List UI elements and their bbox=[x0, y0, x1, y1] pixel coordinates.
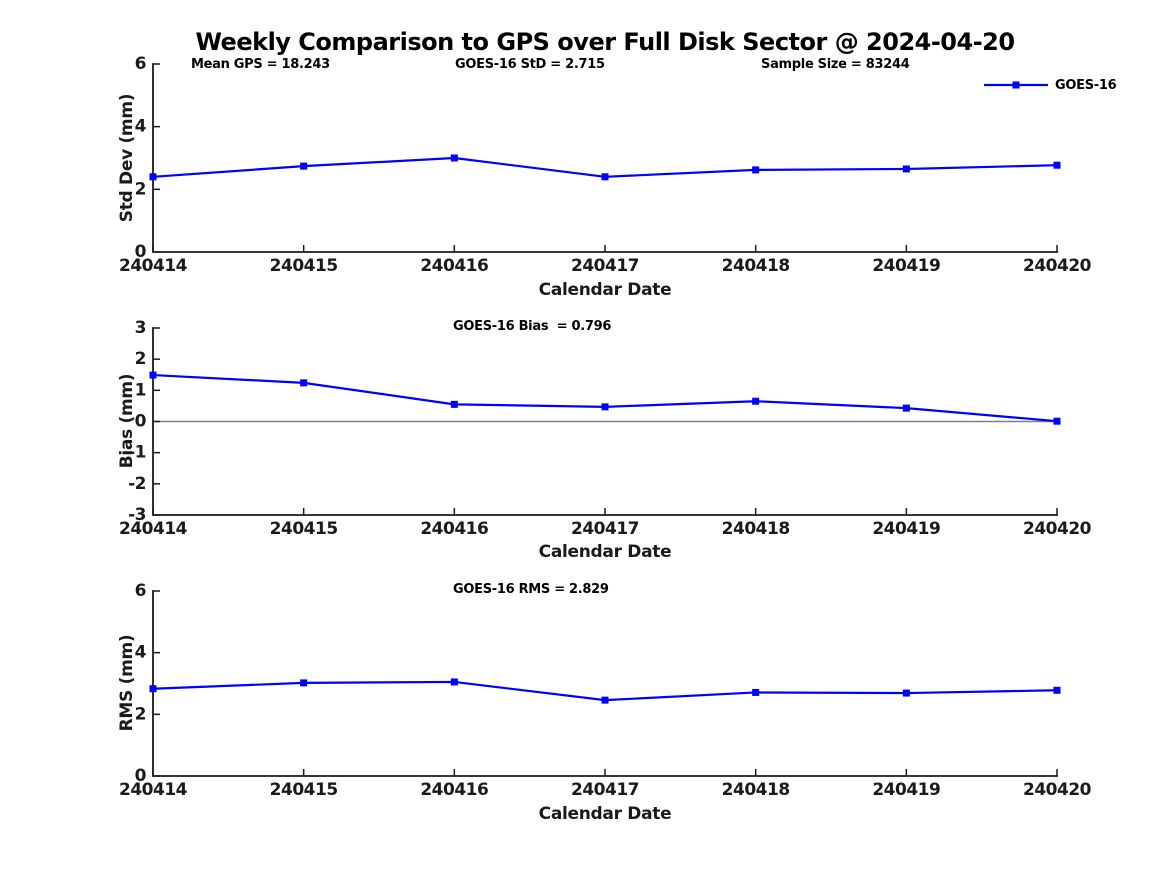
x-tick-label: 240417 bbox=[571, 780, 639, 800]
data-point-marker bbox=[1053, 686, 1061, 694]
annotation-goes16-bias: GOES-16 Bias = 0.796 bbox=[453, 319, 612, 334]
x-tick-label: 240417 bbox=[571, 256, 639, 276]
axis-line bbox=[152, 63, 1058, 253]
y-tick-label: 2 bbox=[135, 704, 146, 724]
annotation-mean-gps: Mean GPS = 18.243 bbox=[191, 57, 330, 72]
y-tick-label: 2 bbox=[135, 179, 146, 199]
y-tick-label: 4 bbox=[135, 643, 147, 663]
y-tick-label: 2 bbox=[135, 349, 146, 369]
data-point-marker bbox=[149, 371, 157, 379]
x-tick-label: 240417 bbox=[571, 519, 639, 539]
data-point-marker bbox=[149, 173, 157, 181]
y-tick-label: 1 bbox=[135, 380, 146, 400]
y-tick-label: 3 bbox=[135, 318, 146, 338]
x-tick-label: 240414 bbox=[119, 780, 188, 800]
data-point-marker bbox=[601, 403, 609, 411]
x-tick-label: 240416 bbox=[420, 256, 488, 276]
x-tick-label: 240420 bbox=[1023, 519, 1092, 539]
chart-title: Weekly Comparison to GPS over Full Disk … bbox=[195, 28, 1015, 56]
data-point-marker bbox=[1053, 417, 1061, 425]
x-tick-label: 240420 bbox=[1023, 256, 1092, 276]
x-tick-label: 240418 bbox=[722, 519, 790, 539]
data-point-marker bbox=[450, 154, 458, 162]
annotation-sample-size: Sample Size = 83244 bbox=[761, 57, 910, 72]
xlabel-std-dev: Calendar Date bbox=[538, 280, 672, 300]
data-line bbox=[152, 373, 1058, 423]
data-point-marker bbox=[300, 162, 308, 170]
x-tick-label: 240419 bbox=[872, 519, 940, 539]
y-tick-label: 0 bbox=[135, 242, 147, 262]
x-tick-label: 240415 bbox=[270, 256, 338, 276]
y-tick-label: 0 bbox=[135, 766, 147, 786]
annotation-goes16-rms: GOES-16 RMS = 2.829 bbox=[453, 582, 609, 597]
y-tick-label: -2 bbox=[128, 474, 146, 494]
x-tick-label: 240414 bbox=[119, 256, 188, 276]
y-tick-label: 6 bbox=[135, 54, 146, 74]
data-point-marker bbox=[902, 404, 910, 412]
data-point-marker bbox=[149, 685, 157, 693]
xlabel-rms: Calendar Date bbox=[538, 804, 672, 824]
legend-line-icon bbox=[984, 81, 1048, 89]
x-tick-label: 240415 bbox=[270, 519, 338, 539]
data-point-marker bbox=[601, 696, 609, 704]
x-tick-label: 240415 bbox=[270, 780, 338, 800]
data-point-marker bbox=[450, 400, 458, 408]
data-point-marker bbox=[752, 688, 760, 696]
y-tick-label: 4 bbox=[135, 117, 147, 137]
x-tick-label: 240418 bbox=[722, 256, 790, 276]
data-point-marker bbox=[300, 679, 308, 687]
x-tick-label: 240416 bbox=[420, 780, 488, 800]
data-point-marker bbox=[752, 397, 760, 405]
legend-label: GOES-16 bbox=[1055, 77, 1117, 93]
data-point-marker bbox=[902, 689, 910, 697]
x-tick-label: 240419 bbox=[872, 256, 940, 276]
legend: GOES-16 bbox=[983, 77, 1117, 93]
xlabel-bias: Calendar Date bbox=[538, 542, 672, 562]
y-tick-label: 6 bbox=[135, 581, 146, 601]
data-point-marker bbox=[1053, 161, 1061, 169]
y-tick-label: -1 bbox=[128, 443, 146, 463]
data-point-marker bbox=[450, 678, 458, 686]
y-tick-label: 0 bbox=[135, 412, 147, 432]
annotation-goes16-std: GOES-16 StD = 2.715 bbox=[455, 57, 605, 72]
data-point-marker bbox=[601, 173, 609, 181]
data-point-marker bbox=[752, 166, 760, 174]
x-tick-label: 240418 bbox=[722, 780, 790, 800]
data-point-marker bbox=[902, 165, 910, 173]
x-tick-label: 240414 bbox=[119, 519, 188, 539]
x-tick-label: 240420 bbox=[1023, 780, 1092, 800]
x-tick-label: 240416 bbox=[420, 519, 488, 539]
x-tick-label: 240419 bbox=[872, 780, 940, 800]
data-point-marker bbox=[300, 379, 308, 387]
y-tick-label: -3 bbox=[128, 505, 146, 525]
